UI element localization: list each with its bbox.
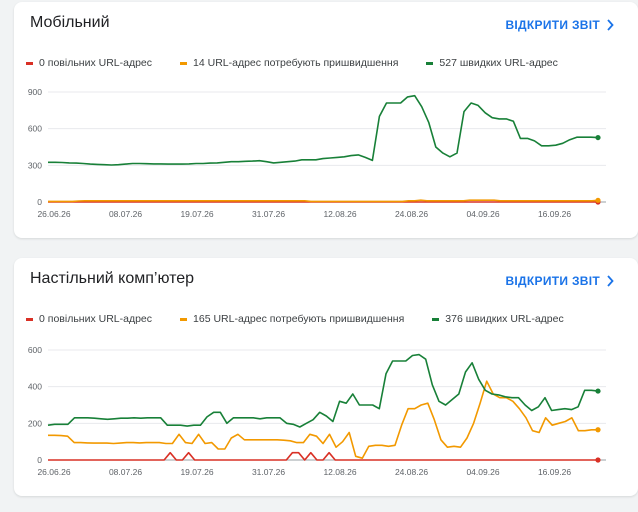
legend-item-needs-improvement[interactable]: 14 URL-адрес потребують пришвидшення (180, 56, 398, 70)
mobile-chart: 0 300 600 900 26.06.26 08.07.26 19.07.26 31.07.… (28, 87, 606, 219)
desktop-chart: 0 200 400 600 26.06.26 08.07.26 19.07.26 31.07.… (28, 345, 606, 477)
y-tick-label: 400 (28, 382, 42, 392)
legend-item-slow[interactable]: 0 повільних URL-адрес (26, 56, 152, 70)
y-tick-label: 0 (37, 455, 42, 465)
open-report-button-mobile[interactable]: ВІДКРИТИ ЗВІТ (505, 18, 614, 32)
series-line-0 (48, 451, 598, 461)
series-line-2 (47, 353, 599, 428)
open-report-button-desktop[interactable]: ВІДКРИТИ ЗВІТ (505, 274, 614, 288)
legend-label-needs-improvement: 165 URL-адрес потребують пришвидшення (193, 313, 405, 325)
series-end-point-1[interactable] (595, 427, 601, 433)
x-tick-label: 24.08.26 (395, 467, 428, 477)
series-end-point-2[interactable] (595, 388, 601, 394)
legend-swatch-fast (432, 317, 440, 321)
x-tick-label: 24.08.26 (395, 209, 428, 219)
x-tick-label: 19.07.26 (180, 209, 213, 219)
card-title-mobile: Мобільний (30, 14, 110, 31)
legend-swatch-needs-improvement (180, 61, 188, 65)
legend-item-slow[interactable]: 0 повільних URL-адрес (26, 312, 152, 326)
series-end-point-1[interactable] (595, 197, 601, 203)
x-tick-label: 26.06.26 (37, 467, 70, 477)
legend-label-slow: 0 повільних URL-адрес (39, 313, 153, 325)
y-tick-label: 300 (28, 160, 42, 170)
y-tick-label: 900 (28, 87, 42, 97)
x-tick-label: 12.08.26 (323, 209, 356, 219)
x-tick-label: 16.09.26 (538, 209, 571, 219)
legend-swatch-needs-improvement (180, 317, 188, 321)
series-line-2 (48, 94, 599, 166)
legend-label-fast: 527 швидких URL-адрес (439, 57, 558, 69)
open-report-label: ВІДКРИТИ ЗВІТ (505, 18, 600, 32)
y-tick-label: 0 (37, 197, 42, 207)
x-tick-label: 19.07.26 (180, 467, 213, 477)
x-tick-label: 04.09.26 (466, 209, 499, 219)
y-tick-label: 600 (28, 345, 42, 355)
x-tick-label: 08.07.26 (109, 209, 142, 219)
x-tick-label: 16.09.26 (538, 467, 571, 477)
series-end-point-0[interactable] (595, 457, 601, 463)
mobile-card: Мобільний ВІДКРИТИ ЗВІТ 0 повільних URL-… (14, 2, 638, 238)
legend-mobile: 0 повільних URL-адрес 14 URL-адрес потре… (26, 56, 558, 70)
x-tick-label: 12.08.26 (323, 467, 356, 477)
x-tick-label: 04.09.26 (466, 467, 499, 477)
desktop-card: Настільний комп’ютер ВІДКРИТИ ЗВІТ 0 пов… (14, 258, 638, 496)
series-line-1 (48, 199, 599, 203)
chevron-right-icon (607, 19, 614, 31)
card-title-desktop: Настільний комп’ютер (30, 270, 195, 287)
open-report-label: ВІДКРИТИ ЗВІТ (505, 274, 600, 288)
legend-label-needs-improvement: 14 URL-адрес потребують пришвидшення (193, 57, 399, 69)
series-end-point-2[interactable] (595, 134, 601, 141)
legend-swatch-slow (26, 61, 33, 65)
legend-item-needs-improvement[interactable]: 165 URL-адрес потребують пришвидшення (180, 312, 404, 326)
legend-item-fast[interactable]: 527 швидких URL-адрес (426, 56, 558, 70)
x-tick-label: 08.07.26 (109, 467, 142, 477)
legend-swatch-fast (426, 61, 434, 65)
x-tick-label: 31.07.26 (252, 209, 285, 219)
legend-swatch-slow (26, 317, 33, 321)
chevron-right-icon (607, 275, 614, 287)
legend-label-fast: 376 швидких URL-адрес (445, 313, 564, 325)
y-tick-label: 200 (28, 418, 42, 428)
x-tick-label: 31.07.26 (252, 467, 285, 477)
legend-label-slow: 0 повільних URL-адрес (39, 57, 153, 69)
legend-desktop: 0 повільних URL-адрес 165 URL-адрес потр… (26, 312, 564, 326)
series-line-1 (48, 380, 598, 459)
y-tick-label: 600 (28, 124, 42, 134)
legend-item-fast[interactable]: 376 швидких URL-адрес (432, 312, 564, 326)
x-tick-label: 26.06.26 (37, 209, 70, 219)
